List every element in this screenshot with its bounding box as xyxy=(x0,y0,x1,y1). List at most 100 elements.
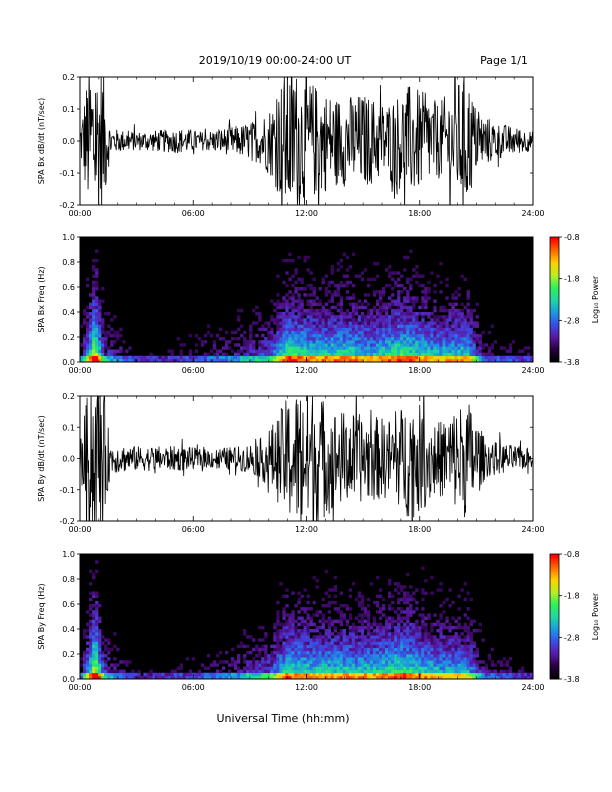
heatmap-cell xyxy=(98,324,102,328)
heatmap-cell xyxy=(312,629,316,633)
heatmap-cell xyxy=(406,340,410,344)
heatmap-cell xyxy=(200,355,205,360)
heatmap-cell xyxy=(276,330,280,335)
heatmap-cell xyxy=(258,312,262,316)
heatmap-cell xyxy=(267,330,271,335)
heatmap-cell xyxy=(445,672,449,677)
heatmap-cell xyxy=(273,669,277,674)
heatmap-cell xyxy=(339,352,344,357)
heatmap-cell xyxy=(378,641,383,645)
heatmap-cell xyxy=(388,625,392,630)
heatmap-cell xyxy=(400,355,404,360)
heatmap-cell xyxy=(336,641,341,645)
heatmap-cell xyxy=(107,647,111,652)
heatmap-cell xyxy=(348,663,353,667)
heatmap-cell xyxy=(339,613,344,617)
heatmap-cell xyxy=(330,675,334,680)
heatmap-cell xyxy=(95,340,99,344)
heatmap-cell xyxy=(101,327,105,332)
heatmap-cell xyxy=(276,666,280,670)
heatmap-cell xyxy=(279,330,283,335)
heatmap-cell xyxy=(212,355,217,360)
heatmap-cell xyxy=(400,641,404,645)
heatmap-cell xyxy=(291,283,295,288)
heatmap-cell xyxy=(318,660,322,664)
heatmap-cell xyxy=(409,657,413,661)
heatmap-cell xyxy=(309,312,313,316)
heatmap-cell xyxy=(436,647,440,652)
heatmap-cell xyxy=(466,647,470,652)
heatmap-cell xyxy=(442,641,446,645)
heatmap-cell xyxy=(496,358,501,363)
heatmap-cell xyxy=(86,610,90,614)
heatmap-cell xyxy=(224,660,229,664)
y-axis-label: SPA By Freq (Hz) xyxy=(37,583,46,649)
heatmap-cell xyxy=(303,330,307,335)
heatmap-cell xyxy=(421,619,425,624)
heatmap-cell xyxy=(520,675,525,680)
heatmap-cell xyxy=(369,330,374,335)
colorbar-cell xyxy=(550,670,559,674)
heatmap-cell xyxy=(409,647,413,652)
heatmap-cell xyxy=(409,669,413,674)
heatmap-cell xyxy=(270,355,274,360)
heatmap-cell xyxy=(463,343,467,347)
heatmap-cell xyxy=(336,632,341,636)
heatmap-cell xyxy=(285,672,289,677)
heatmap-cell xyxy=(327,299,331,303)
heatmap-cell xyxy=(412,641,416,645)
heatmap-cell xyxy=(107,672,111,677)
colorbar-cell xyxy=(550,297,559,300)
heatmap-cell xyxy=(421,358,425,363)
heatmap-cell xyxy=(92,575,96,580)
heatmap-cell xyxy=(291,340,295,344)
heatmap-cell xyxy=(303,327,307,332)
heatmap-cell xyxy=(415,619,419,624)
heatmap-cell xyxy=(463,672,467,677)
heatmap-cell xyxy=(327,647,331,652)
heatmap-cell xyxy=(388,340,392,344)
heatmap-cell xyxy=(339,283,344,288)
heatmap-cell xyxy=(255,666,259,670)
heatmap-cell xyxy=(252,346,256,350)
heatmap-cell xyxy=(336,657,341,661)
heatmap-cell xyxy=(279,333,283,338)
heatmap-cell xyxy=(451,293,455,297)
heatmap-cell xyxy=(475,647,479,652)
heatmap-cell xyxy=(92,318,96,322)
heatmap-cell xyxy=(345,660,350,664)
heatmap-cell xyxy=(348,641,353,645)
heatmap-cell xyxy=(252,663,256,667)
heatmap-cell xyxy=(378,318,383,322)
heatmap-cell xyxy=(282,258,286,263)
heatmap-cell xyxy=(472,650,476,655)
heatmap-cell xyxy=(409,610,413,614)
colorbar-cell xyxy=(550,305,559,309)
heatmap-cell xyxy=(282,629,286,633)
colorbar-cell xyxy=(550,341,559,344)
heatmap-cell xyxy=(101,663,105,667)
heatmap-cell xyxy=(406,644,410,649)
heatmap-cell xyxy=(378,660,383,664)
heatmap-cell xyxy=(92,349,96,353)
heatmap-cell xyxy=(403,629,407,633)
heatmap-cell xyxy=(394,352,398,357)
heatmap-cell xyxy=(469,619,473,624)
heatmap-cell xyxy=(378,622,383,627)
heatmap-cell xyxy=(366,622,371,627)
heatmap-cell xyxy=(312,340,316,344)
heatmap-cell xyxy=(354,666,359,670)
heatmap-cell xyxy=(412,629,416,633)
heatmap-cell xyxy=(454,663,458,667)
heatmap-cell xyxy=(273,358,277,363)
heatmap-cell xyxy=(372,337,377,341)
heatmap-cell xyxy=(288,647,292,652)
heatmap-cell xyxy=(463,597,467,602)
y-axis-label: SPA Bx dB/dt (nT/sec) xyxy=(37,98,46,185)
heatmap-cell xyxy=(231,672,235,677)
heatmap-cell xyxy=(339,616,344,620)
heatmap-cell xyxy=(321,324,325,328)
heatmap-cell xyxy=(357,660,362,664)
heatmap-cell xyxy=(237,666,241,670)
heatmap-cell xyxy=(288,660,292,664)
